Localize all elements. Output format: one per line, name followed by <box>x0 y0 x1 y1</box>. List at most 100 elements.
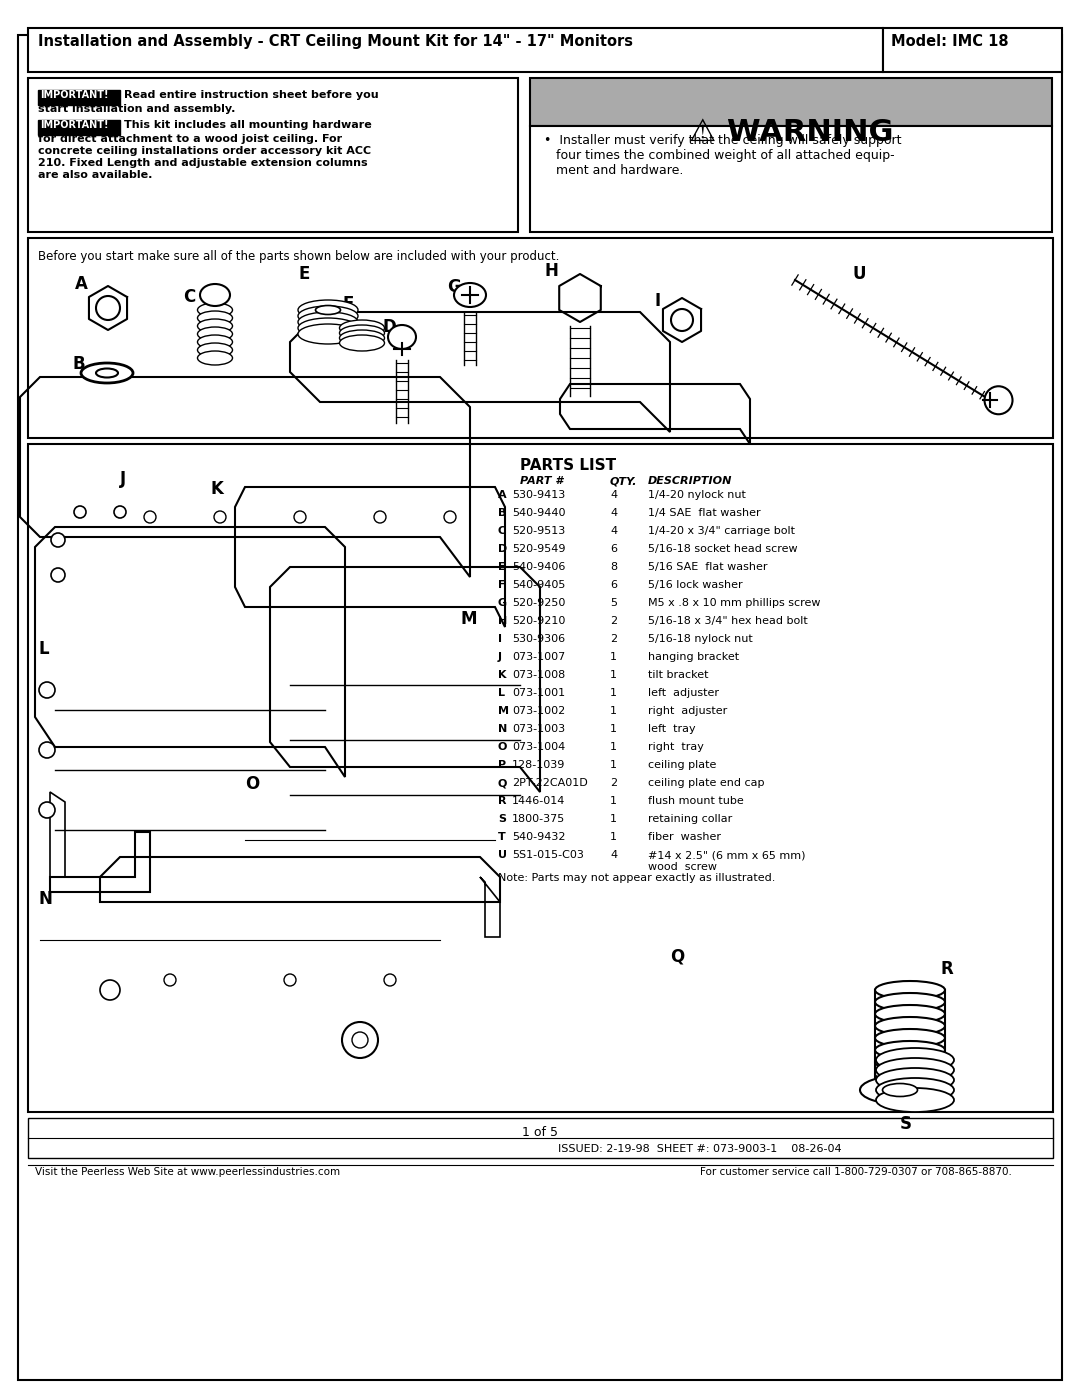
Text: C: C <box>498 527 507 536</box>
Text: 1: 1 <box>610 652 617 662</box>
Circle shape <box>39 802 55 819</box>
Text: 540-9440: 540-9440 <box>512 509 566 518</box>
Text: 073-1004: 073-1004 <box>512 742 565 752</box>
Ellipse shape <box>298 319 357 338</box>
Ellipse shape <box>876 1088 954 1112</box>
Text: D: D <box>382 319 395 337</box>
Circle shape <box>352 1032 368 1048</box>
Ellipse shape <box>882 1084 918 1097</box>
Ellipse shape <box>81 363 133 383</box>
Text: for direct attachment to a wood joist ceiling. For: for direct attachment to a wood joist ce… <box>38 134 342 144</box>
Ellipse shape <box>315 306 340 314</box>
Text: retaining collar: retaining collar <box>648 814 732 824</box>
Text: F: F <box>343 295 354 313</box>
Text: right  adjuster: right adjuster <box>648 705 727 717</box>
Text: DESCRIPTION: DESCRIPTION <box>648 476 732 486</box>
Text: N: N <box>38 890 52 908</box>
Text: U: U <box>498 849 507 861</box>
Text: 520-9549: 520-9549 <box>512 543 566 555</box>
Text: 5/16-18 socket head screw: 5/16-18 socket head screw <box>648 543 798 555</box>
Text: L: L <box>498 687 505 698</box>
Circle shape <box>75 506 86 518</box>
Text: 540-9405: 540-9405 <box>512 580 565 590</box>
Ellipse shape <box>198 335 232 349</box>
Ellipse shape <box>298 300 357 320</box>
Text: 073-1002: 073-1002 <box>512 705 565 717</box>
Text: 520-9210: 520-9210 <box>512 616 565 626</box>
Text: 4: 4 <box>610 849 617 861</box>
Text: flush mount tube: flush mount tube <box>648 796 744 806</box>
Text: K: K <box>498 671 507 680</box>
Circle shape <box>384 974 396 986</box>
Text: R: R <box>498 796 507 806</box>
Ellipse shape <box>198 319 232 332</box>
Text: C: C <box>183 288 195 306</box>
Text: H: H <box>498 616 508 626</box>
Ellipse shape <box>860 1076 940 1104</box>
Circle shape <box>164 974 176 986</box>
Text: 540-9432: 540-9432 <box>512 833 566 842</box>
Circle shape <box>51 569 65 583</box>
Text: Model: IMC 18: Model: IMC 18 <box>891 34 1009 49</box>
Text: H: H <box>545 263 558 279</box>
Text: K: K <box>210 481 222 497</box>
Ellipse shape <box>339 326 384 341</box>
Ellipse shape <box>875 981 945 999</box>
Text: O: O <box>498 742 508 752</box>
Text: Visit the Peerless Web Site at www.peerlessindustries.com: Visit the Peerless Web Site at www.peerl… <box>35 1166 340 1178</box>
Text: 6: 6 <box>610 543 617 555</box>
Text: 1: 1 <box>610 760 617 770</box>
Bar <box>28 78 518 232</box>
Ellipse shape <box>875 993 945 1011</box>
Text: M: M <box>460 610 476 629</box>
Text: fiber  washer: fiber washer <box>648 833 721 842</box>
Text: #14 x 2.5" (6 mm x 65 mm)
wood  screw: #14 x 2.5" (6 mm x 65 mm) wood screw <box>648 849 806 872</box>
Text: Read entire instruction sheet before you: Read entire instruction sheet before you <box>124 89 379 101</box>
Text: 2: 2 <box>610 616 617 626</box>
Text: J: J <box>120 469 126 488</box>
Text: S: S <box>498 814 507 824</box>
Text: P: P <box>360 1035 373 1053</box>
Text: 4: 4 <box>610 527 617 536</box>
Text: 1: 1 <box>610 833 617 842</box>
Text: 5/16-18 x 3/4" hex head bolt: 5/16-18 x 3/4" hex head bolt <box>648 616 808 626</box>
Bar <box>38 89 120 105</box>
Bar <box>530 126 1052 232</box>
Bar <box>28 1118 1053 1158</box>
Text: 530-9306: 530-9306 <box>512 634 565 644</box>
Text: left  tray: left tray <box>648 724 696 733</box>
Ellipse shape <box>388 326 416 349</box>
Ellipse shape <box>875 1053 945 1071</box>
Circle shape <box>294 511 306 522</box>
Ellipse shape <box>876 1078 954 1102</box>
Ellipse shape <box>339 320 384 337</box>
Bar <box>28 444 1053 1112</box>
Text: 4: 4 <box>610 509 617 518</box>
Text: 5/16 SAE  flat washer: 5/16 SAE flat washer <box>648 562 768 571</box>
Text: 1800-375: 1800-375 <box>512 814 565 824</box>
Text: 1/4 SAE  flat washer: 1/4 SAE flat washer <box>648 509 760 518</box>
Text: left  adjuster: left adjuster <box>648 687 719 698</box>
Ellipse shape <box>875 1077 945 1095</box>
Text: 1/4-20 nylock nut: 1/4-20 nylock nut <box>648 490 746 500</box>
Ellipse shape <box>198 327 232 341</box>
Ellipse shape <box>298 312 357 332</box>
Text: QTY.: QTY. <box>610 476 637 486</box>
Ellipse shape <box>875 1030 945 1046</box>
Circle shape <box>284 974 296 986</box>
Text: 073-1007: 073-1007 <box>512 652 565 662</box>
Text: Note: Parts may not appear exactly as illustrated.: Note: Parts may not appear exactly as il… <box>498 873 775 883</box>
Text: 210. Fixed Length and adjustable extension columns: 210. Fixed Length and adjustable extensi… <box>38 158 367 168</box>
Circle shape <box>214 511 226 522</box>
Text: 5S1-015-C03: 5S1-015-C03 <box>512 849 584 861</box>
Text: Q: Q <box>498 778 508 788</box>
Circle shape <box>39 742 55 759</box>
Bar <box>28 28 883 73</box>
Text: PART #: PART # <box>519 476 563 486</box>
Ellipse shape <box>876 1048 954 1071</box>
Circle shape <box>374 511 386 522</box>
Text: F: F <box>498 580 505 590</box>
Ellipse shape <box>875 1004 945 1023</box>
Ellipse shape <box>454 284 486 307</box>
Ellipse shape <box>875 1017 945 1035</box>
